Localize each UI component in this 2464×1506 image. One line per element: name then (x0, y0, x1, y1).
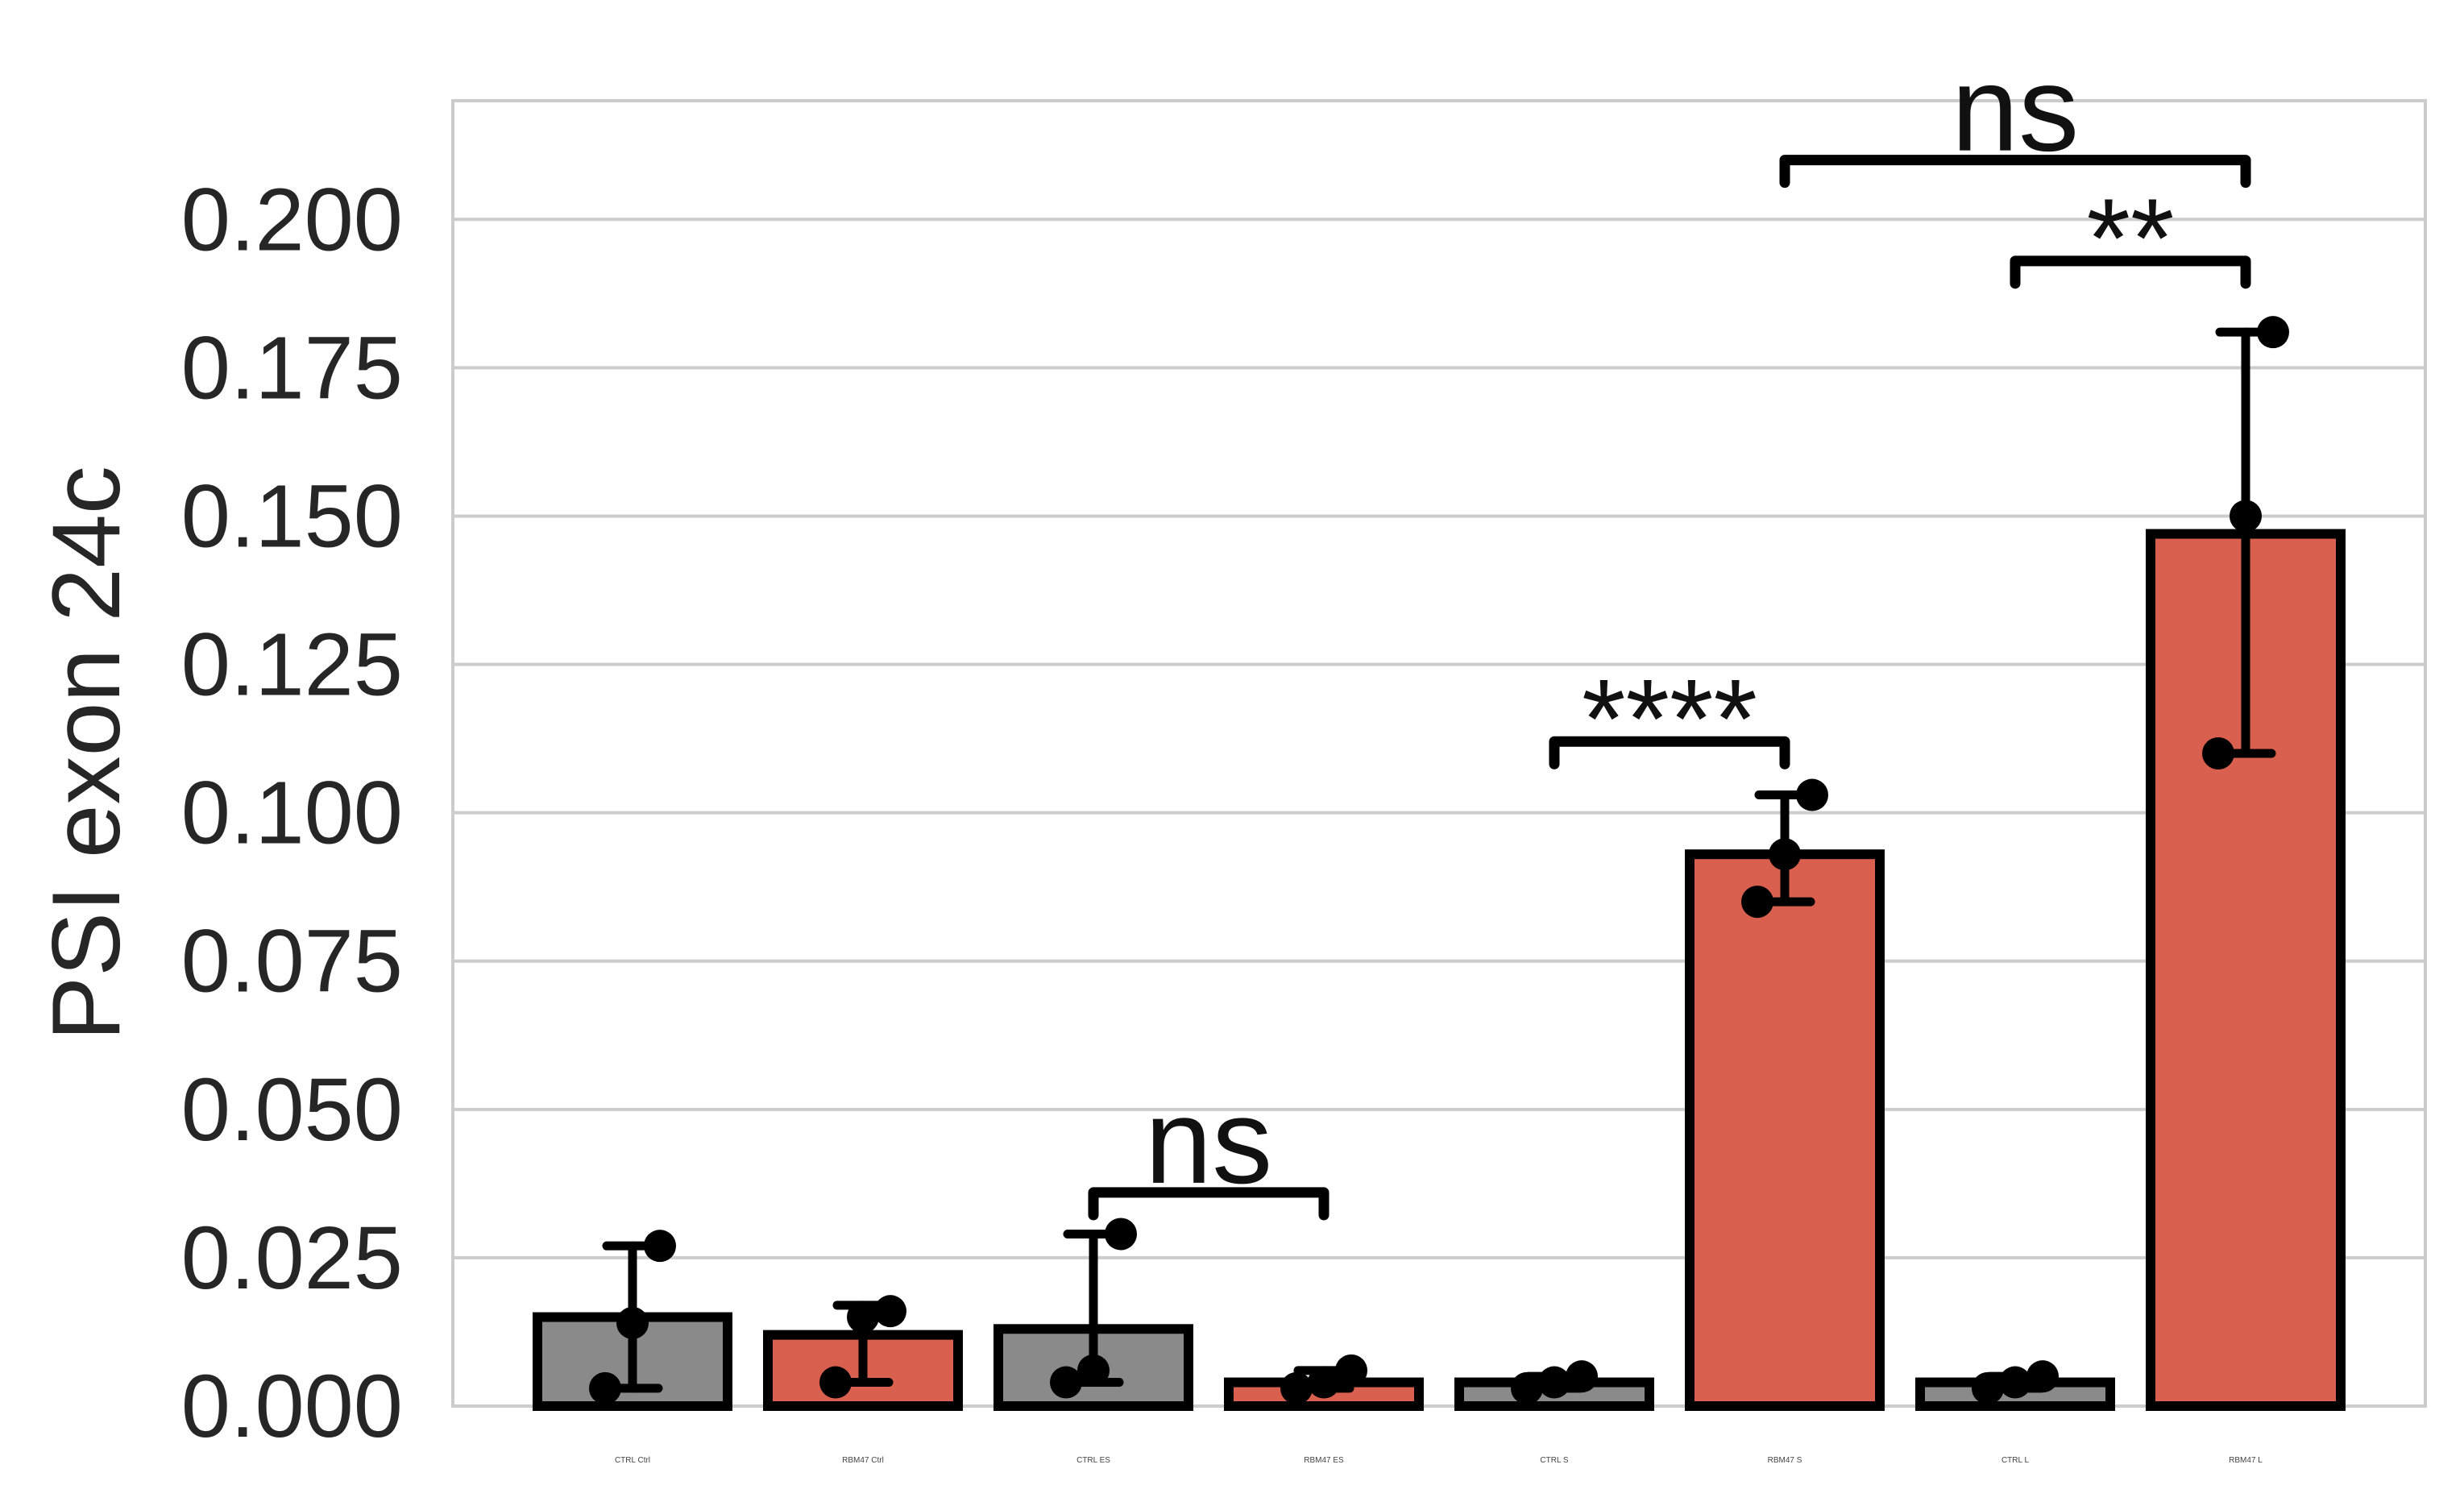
significance-bracket (1549, 736, 1790, 770)
data-point (1999, 1366, 2031, 1399)
y-tick-labels: 0.000 0.025 0.050 0.075 0.100 0.125 0.150 0.175… (181, 170, 403, 1456)
data-point (2202, 737, 2234, 770)
data-points (589, 316, 2289, 1404)
y-tick-label: 0.000 (181, 1357, 403, 1456)
y-axis-label: PSI exon 24c (32, 466, 140, 1041)
x-tick-labels: CTRL Ctrl RBM47 Ctrl CTRL ES RBM47 ES CTRL S… (615, 1456, 2263, 1465)
data-point (1050, 1366, 1082, 1399)
data-point (589, 1371, 621, 1404)
significance-label: ns (1952, 41, 2079, 176)
data-point (874, 1295, 906, 1328)
y-tick-label: 0.200 (181, 170, 403, 269)
significance-label: **** (1582, 655, 1757, 782)
bar (1685, 849, 1885, 1411)
significance-bracket (1779, 155, 2251, 189)
data-point (1741, 886, 1773, 919)
significance-label: ns (1145, 1073, 1272, 1209)
y-tick-label: 0.125 (181, 616, 403, 715)
data-point (1769, 838, 1801, 871)
error-bars (602, 327, 2276, 1393)
data-point (1538, 1366, 1570, 1399)
x-tick-label: CTRL S (1540, 1456, 1569, 1465)
data-point (2257, 316, 2289, 349)
data-point (616, 1306, 649, 1339)
y-tick-label: 0.150 (181, 467, 403, 566)
data-point (1566, 1360, 1598, 1393)
data-point (1308, 1366, 1340, 1399)
data-point (1796, 778, 1828, 811)
gridlines (453, 218, 2425, 1408)
x-tick-label: CTRL ES (1076, 1456, 1110, 1465)
y-tick-label: 0.100 (181, 764, 403, 863)
significance-bracket (2010, 255, 2251, 289)
data-point (819, 1366, 852, 1399)
data-point (1280, 1371, 1313, 1404)
y-tick-label: 0.075 (181, 912, 403, 1011)
x-tick-label: CTRL Ctrl (615, 1456, 650, 1465)
data-point (1511, 1371, 1543, 1404)
x-tick-label: RBM47 S (1768, 1456, 1802, 1465)
significance-brackets: ns******ns (1088, 41, 2251, 1221)
data-point (1335, 1354, 1367, 1387)
data-point (847, 1301, 879, 1334)
x-tick-label: RBM47 Ctrl (842, 1456, 884, 1465)
x-tick-label: RBM47 L (2229, 1456, 2263, 1465)
data-point (1972, 1371, 2004, 1404)
significance-bracket (1088, 1187, 1329, 1221)
x-tick-label: CTRL L (2001, 1456, 2030, 1465)
y-tick-label: 0.175 (181, 318, 403, 417)
data-point (2026, 1360, 2059, 1393)
data-point (644, 1230, 676, 1263)
y-tick-label: 0.025 (181, 1209, 403, 1308)
data-point (1105, 1218, 1137, 1251)
data-point (1077, 1354, 1110, 1387)
significance-label: ** (2087, 175, 2175, 301)
data-point (2230, 500, 2262, 533)
x-tick-label: RBM47 ES (1304, 1456, 1344, 1465)
plot-frame (451, 99, 2427, 1408)
y-tick-label: 0.050 (181, 1060, 403, 1160)
